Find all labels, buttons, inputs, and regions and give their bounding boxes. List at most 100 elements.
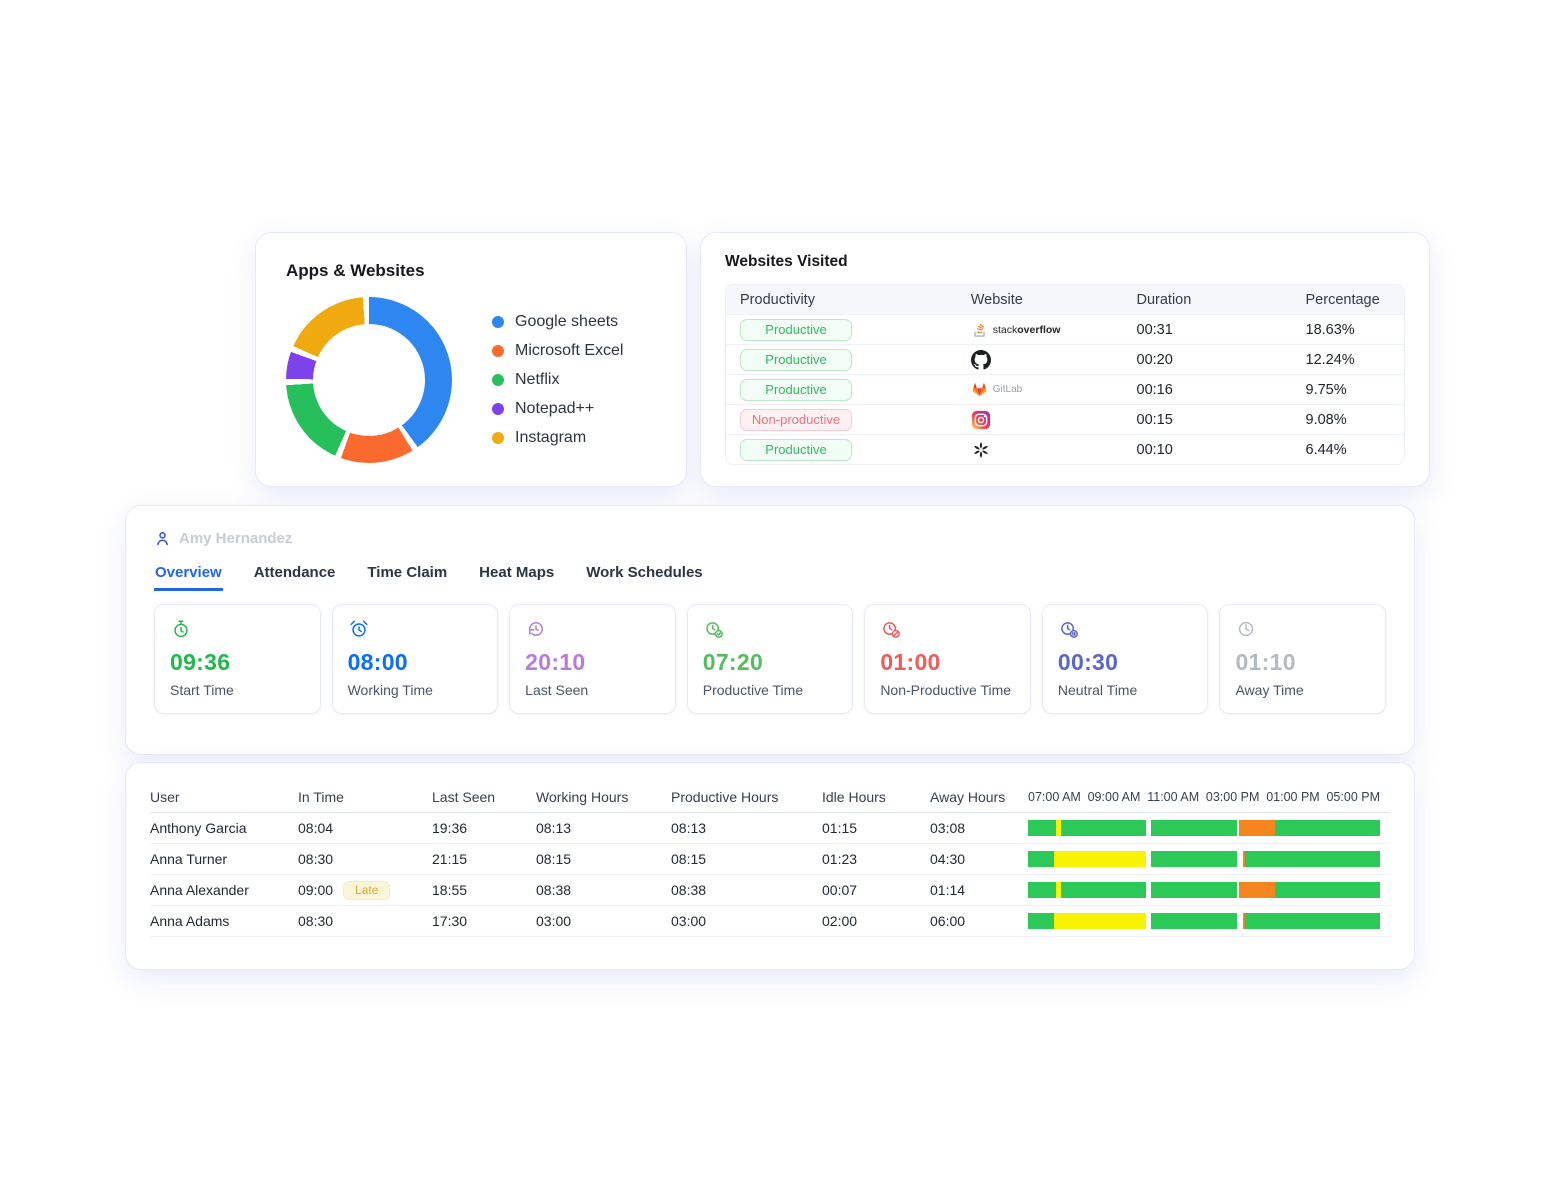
percentage-cell: 12.24% [1305, 351, 1355, 368]
websites-col-header: Website [970, 291, 1023, 308]
timeline-axis-label: 11:00 AM [1147, 789, 1200, 804]
apps-donut-chart[interactable] [286, 297, 452, 463]
users-col-header: Idle Hours [822, 788, 886, 805]
timeline-segment [1061, 820, 1146, 836]
timeline-segment [1243, 851, 1246, 867]
productivity-badge: Non-productive [740, 408, 852, 431]
websites-table: Productivity Website Duration Percentage Pr… [725, 284, 1405, 465]
neutral-time-icon [1058, 618, 1193, 640]
productivity-badge: Productive [740, 438, 852, 461]
person-icon [154, 530, 171, 547]
timeline-segment [1150, 851, 1238, 867]
duration-cell: 00:16 [1136, 381, 1173, 398]
legend-item[interactable]: Notepad++ [492, 400, 623, 418]
duration-cell: 00:20 [1136, 351, 1173, 368]
legend-item[interactable]: Microsoft Excel [492, 342, 623, 360]
user-row[interactable]: Anna Adams 08:30 17:30 03:00 03:00 02:00 06:00 [150, 906, 1390, 937]
timeline-axis-label: 01:00 PM [1266, 789, 1320, 804]
timeline-segment [1055, 820, 1062, 836]
in-time-cell: 08:30 [298, 851, 432, 867]
duration-cell: 00:10 [1136, 441, 1173, 458]
apps-websites-card: Apps & Websites Google sheets Microsoft E… [249, 221, 693, 498]
percentage-cell: 18.63% [1305, 321, 1355, 338]
productivity-badge: Productive [740, 348, 852, 371]
working-hours-cell: 08:38 [536, 882, 572, 898]
working-hours-cell: 03:00 [536, 913, 572, 929]
user-row[interactable]: Anna Alexander 09:00 Late 18:55 08:38 08:38 00… [150, 875, 1390, 906]
timeline-segment [1145, 913, 1151, 929]
history-icon [525, 618, 660, 640]
idle-hours-cell: 02:00 [822, 913, 858, 929]
away-hours-cell: 01:14 [930, 882, 966, 898]
stat-value: 01:10 [1235, 649, 1296, 675]
legend-label: Instagram [515, 429, 587, 446]
stopwatch-icon [170, 618, 305, 640]
timeline-track [1028, 851, 1380, 867]
timeline-track [1028, 913, 1380, 929]
user-name-cell: Anna Alexander [150, 882, 249, 898]
users-table-body: Anthony Garcia 08:04 19:36 08:13 08:13 01:15 0… [150, 813, 1390, 937]
stat-non-productive-time: 01:00 Non-Productive Time [864, 604, 1031, 714]
tab-attendance[interactable]: Attendance [253, 564, 337, 591]
website-row[interactable]: Productive stackoverflow 00:31 18.63% [726, 314, 1404, 344]
tab-work-schedules[interactable]: Work Schedules [585, 564, 703, 591]
timeline-segment [1237, 820, 1239, 836]
employee-tabs: Overview Attendance Time Claim Heat Maps Wor… [154, 564, 1386, 591]
legend-item[interactable]: Google sheets [492, 313, 623, 331]
timeline-axis-label: 05:00 PM [1326, 789, 1380, 804]
timeline-axis-label: 07:00 AM [1028, 789, 1081, 804]
productive-hours-cell: 08:38 [671, 882, 707, 898]
legend-label: Google sheets [515, 313, 619, 330]
websites-col-header: Productivity [740, 291, 815, 308]
in-time-cell: 08:30 [298, 913, 432, 929]
last-seen-cell: 19:36 [432, 820, 468, 836]
legend-item[interactable]: Netflix [492, 371, 623, 389]
gitlab-icon: GitLab [971, 381, 1137, 398]
users-col-header: In Time [298, 788, 344, 805]
timeline-segment [1150, 913, 1238, 929]
in-time-cell: 09:00 Late [298, 880, 432, 900]
last-seen-cell: 18:55 [432, 882, 468, 898]
website-row[interactable]: Productive GitLab 00:16 9.75% [726, 374, 1404, 404]
users-col-header: Away Hours [930, 788, 1006, 805]
stat-label: Start Time [170, 682, 234, 698]
legend-label: Netflix [515, 371, 560, 388]
in-time-value: 08:30 [298, 913, 334, 929]
timeline-segment [1238, 882, 1276, 898]
stat-productive-time: 07:20 Productive Time [686, 604, 854, 714]
timeline-axis-label: 03:00 PM [1205, 789, 1260, 804]
in-time-cell: 08:04 [298, 820, 432, 836]
idle-hours-cell: 00:07 [822, 882, 858, 898]
timeline-axis-label: 09:00 AM [1087, 789, 1141, 804]
user-row[interactable]: Anthony Garcia 08:04 19:36 08:13 08:13 01:15 0… [150, 813, 1390, 844]
in-time-value: 08:04 [298, 820, 334, 836]
working-hours-cell: 08:15 [536, 851, 572, 867]
websites-col-header: Percentage [1305, 291, 1380, 308]
user-row[interactable]: Anna Turner 08:30 21:15 08:15 08:15 01:23 04:3… [150, 844, 1390, 875]
donut-hole [313, 324, 425, 436]
users-col-header: Productive Hours [671, 788, 779, 805]
stat-label: Neutral Time [1057, 682, 1138, 698]
in-time-value: 09:00 [298, 882, 334, 898]
productivity-cell: Non-productive [740, 408, 971, 431]
website-row[interactable]: Productive 00:10 6.44% [726, 434, 1404, 464]
away-hours-cell: 06:00 [930, 913, 966, 929]
timeline-segment [1238, 820, 1276, 836]
legend-label: Microsoft Excel [515, 342, 624, 359]
stat-away-time: 01:10 Away Time [1219, 604, 1387, 714]
productivity-cell: Productive [740, 318, 971, 341]
website-row[interactable]: Non-productive 00:15 9.08% [726, 404, 1404, 434]
working-hours-cell: 08:13 [536, 820, 572, 836]
timeline-segment [1275, 882, 1380, 898]
percentage-cell: 9.08% [1305, 411, 1347, 428]
productivity-cell: Productive [740, 348, 971, 371]
websites-table-header: Productivity Website Duration Percentage [726, 285, 1404, 314]
apps-websites-body: Google sheets Microsoft Excel Netflix Notep… [286, 297, 656, 463]
website-row[interactable]: Productive 00:20 12.24% [726, 344, 1404, 374]
tab-overview[interactable]: Overview [154, 564, 223, 591]
tab-heat-maps[interactable]: Heat Maps [478, 564, 555, 591]
tab-time-claim[interactable]: Time Claim [366, 564, 448, 591]
timeline-segment [1055, 882, 1062, 898]
legend-item[interactable]: Instagram [492, 429, 623, 447]
idle-hours-cell: 01:15 [822, 820, 858, 836]
